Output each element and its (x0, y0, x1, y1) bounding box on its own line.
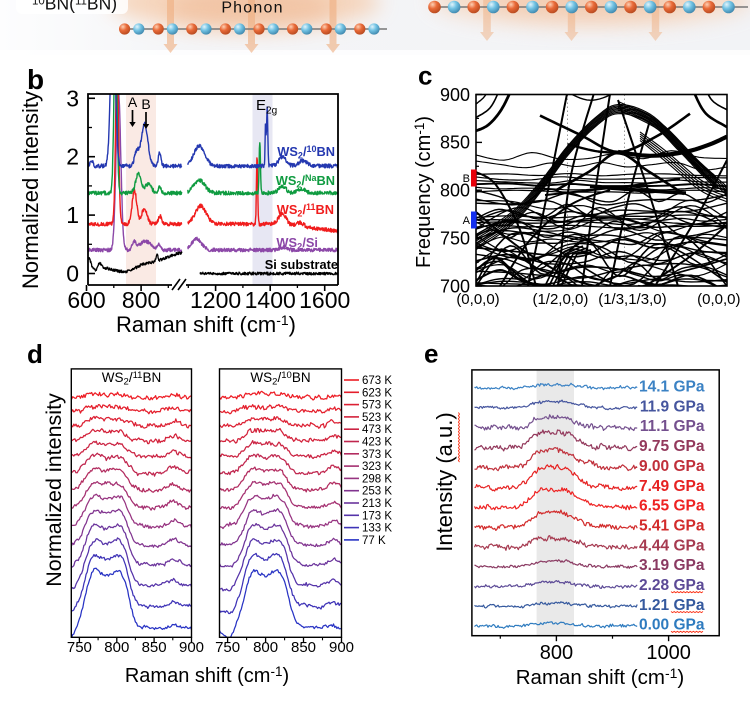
svg-text:750: 750 (67, 639, 92, 656)
svg-text:850: 850 (291, 639, 316, 656)
svg-text:1.21 GPa: 1.21 GPa (639, 597, 705, 614)
svg-text:850: 850 (440, 133, 470, 153)
svg-text:WS2/11BN: WS2/11BN (277, 202, 334, 219)
svg-text:d: d (27, 339, 43, 369)
svg-text:900: 900 (329, 639, 354, 656)
svg-text:7.49 GPa: 7.49 GPa (639, 478, 705, 495)
svg-text:11.9 GPa: 11.9 GPa (640, 398, 705, 415)
svg-text:1400: 1400 (245, 287, 296, 313)
svg-text:323 K: 323 K (362, 461, 392, 473)
svg-text:1200: 1200 (190, 287, 241, 313)
svg-text:373 K: 373 K (362, 449, 392, 461)
svg-text:5.41 GPa: 5.41 GPa (639, 518, 705, 535)
svg-text:(1/3,1/3,0): (1/3,1/3,0) (598, 291, 666, 308)
svg-text:4.44 GPa: 4.44 GPa (639, 537, 705, 554)
svg-text:3.19 GPa: 3.19 GPa (639, 557, 705, 574)
svg-text:11.1 GPa: 11.1 GPa (640, 418, 705, 435)
svg-text:850: 850 (142, 639, 167, 656)
svg-text:Normalized intensity: Normalized intensity (42, 393, 66, 587)
svg-text:Normalized intensity: Normalized intensity (18, 91, 43, 289)
svg-text:9.00 GPa: 9.00 GPa (639, 458, 705, 475)
svg-text:900: 900 (440, 85, 470, 105)
svg-text:900: 900 (179, 639, 204, 656)
svg-text:423 K: 423 K (362, 437, 392, 449)
svg-text:WS2/10BN: WS2/10BN (277, 144, 335, 161)
svg-text:WS2/Si: WS2/Si (276, 235, 318, 253)
svg-text:800: 800 (253, 639, 278, 656)
svg-text:(0,0,0): (0,0,0) (456, 291, 499, 308)
svg-text:523 K: 523 K (362, 412, 392, 424)
svg-text:Raman shift (cm-1): Raman shift (cm-1) (516, 665, 685, 689)
svg-text:9.75 GPa: 9.75 GPa (639, 438, 705, 455)
svg-text:800: 800 (122, 287, 160, 313)
svg-text:0: 0 (66, 261, 79, 287)
svg-text:2: 2 (66, 144, 79, 170)
svg-text:623 K: 623 K (362, 387, 392, 399)
svg-text:(0,0,0): (0,0,0) (697, 291, 740, 308)
svg-text:173 K: 173 K (362, 510, 392, 522)
svg-text:(1/2,0,0): (1/2,0,0) (532, 291, 588, 308)
svg-text:B: B (463, 173, 470, 185)
svg-text:Frequency (cm-1): Frequency (cm-1) (412, 116, 435, 268)
svg-text:c: c (418, 61, 432, 91)
svg-text:Raman shift (cm-1): Raman shift (cm-1) (125, 664, 289, 687)
svg-text:473 K: 473 K (362, 424, 392, 436)
svg-text:700: 700 (440, 276, 470, 296)
svg-text:133 K: 133 K (362, 523, 392, 535)
svg-text:573 K: 573 K (362, 400, 392, 412)
svg-text:253 K: 253 K (362, 486, 392, 498)
svg-text:800: 800 (104, 639, 129, 656)
svg-text:1600: 1600 (299, 287, 350, 313)
svg-text:14.1 GPa: 14.1 GPa (639, 379, 705, 396)
svg-text:A: A (128, 94, 138, 110)
svg-text:600: 600 (67, 287, 105, 313)
svg-text:298 K: 298 K (362, 473, 392, 485)
svg-text:750: 750 (440, 228, 470, 248)
svg-text:750: 750 (215, 639, 240, 656)
svg-text:3: 3 (66, 85, 79, 111)
svg-text:WS2/11BN: WS2/11BN (102, 370, 161, 388)
svg-text:Si substrate: Si substrate (265, 257, 338, 272)
svg-text:6.55 GPa: 6.55 GPa (639, 498, 705, 515)
svg-text:Phonon: Phonon (221, 0, 283, 17)
svg-text:e: e (424, 339, 438, 369)
svg-text:1000: 1000 (646, 642, 691, 664)
svg-text:800: 800 (440, 181, 470, 201)
svg-text:10BN(11BN): 10BN(11BN) (32, 0, 117, 14)
svg-text:673 K: 673 K (362, 375, 392, 387)
svg-text:800: 800 (540, 642, 573, 664)
svg-text:Intensity (a.u.): Intensity (a.u.) (432, 412, 457, 551)
svg-text:77 K: 77 K (362, 535, 386, 547)
svg-text:B: B (141, 96, 150, 112)
svg-text:b: b (27, 64, 44, 95)
svg-text:A: A (463, 215, 471, 227)
svg-text:Raman shift (cm-1): Raman shift (cm-1) (116, 312, 296, 337)
svg-text:WS2/NaBN: WS2/NaBN (276, 173, 335, 190)
svg-text:1: 1 (66, 202, 79, 228)
svg-text:0.00 GPa: 0.00 GPa (639, 617, 705, 634)
svg-text:213 K: 213 K (362, 498, 392, 510)
svg-text:2.28 GPa: 2.28 GPa (639, 577, 705, 594)
svg-text:WS2/10BN: WS2/10BN (250, 370, 310, 388)
